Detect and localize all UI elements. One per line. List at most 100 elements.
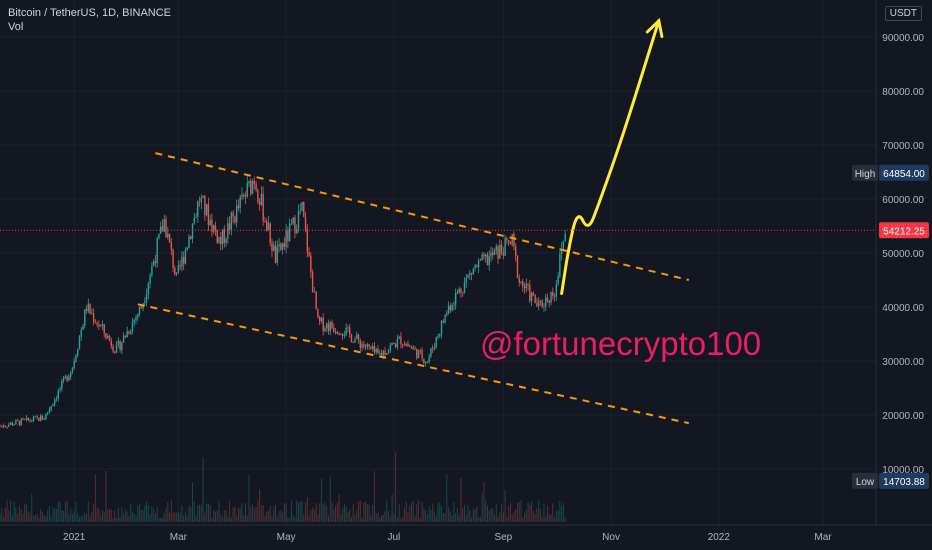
low-tag-value-box [879, 472, 929, 489]
candle-body [484, 254, 487, 257]
volume-bar [396, 517, 398, 522]
candle-body [64, 376, 67, 378]
candle-body [463, 282, 466, 294]
volume-bar [306, 496, 308, 522]
candle-body [285, 230, 287, 247]
volume-bar [56, 509, 58, 522]
volume-bar [509, 503, 511, 522]
volume-bar [184, 511, 186, 522]
volume-bar [555, 511, 557, 522]
candle-body [283, 243, 286, 247]
candlestick-series [0, 175, 566, 429]
time-axis[interactable]: 92021MarMayJulSepNov2022Mar [0, 524, 932, 543]
low-tag-label-box [852, 472, 878, 489]
volume-bar [276, 516, 278, 522]
candle-body [115, 344, 118, 353]
volume-bar [561, 505, 563, 522]
volume-bar [36, 513, 38, 522]
volume-bar [419, 517, 421, 522]
volume-bar [202, 457, 204, 522]
candle-body [138, 306, 141, 315]
candle-body [114, 351, 116, 353]
candle-body [85, 309, 88, 312]
volume-bar [361, 517, 363, 522]
candle-body [209, 219, 211, 226]
volume-bar [31, 493, 33, 522]
volume-bar [289, 517, 291, 522]
candle-body [195, 216, 197, 218]
volume-bar [423, 508, 425, 522]
currency-badge[interactable]: USDT [884, 6, 922, 21]
high-tag-value-box [879, 164, 929, 181]
symbol-title[interactable]: Bitcoin / TetherUS, 1D, BINANCE [8, 7, 172, 19]
candle-body [380, 353, 383, 356]
candle-body [322, 317, 324, 332]
high-tag-value: 64854.00 [883, 169, 925, 180]
volume-bar [343, 504, 345, 522]
candle-body [119, 341, 121, 351]
volume-bar [255, 506, 257, 522]
volume-bar [239, 508, 241, 522]
volume-bar [43, 515, 45, 522]
candle-body [354, 338, 356, 343]
volume-bar [218, 500, 220, 522]
candle-body [223, 229, 225, 244]
candle-body [91, 313, 93, 315]
volume-bar [1, 507, 3, 522]
volume-bar [89, 515, 91, 522]
candle-body [523, 286, 526, 289]
volume-bar [547, 505, 548, 522]
volume-bar [412, 500, 414, 522]
volume-bar [126, 511, 128, 522]
price-tick-label: 10000.00 [882, 465, 924, 476]
volume-bar [511, 514, 513, 522]
volume-bar [174, 512, 176, 522]
candle-body [244, 195, 247, 197]
volume-bar [40, 509, 42, 522]
volume-bar [140, 509, 142, 522]
candle-body [124, 335, 127, 338]
volume-bar [370, 515, 372, 522]
candle-body [361, 344, 363, 348]
candle-body [38, 417, 40, 422]
candle-body [165, 219, 167, 238]
volume-bar [15, 507, 17, 522]
volume-bar [154, 513, 156, 522]
candle-body [98, 324, 100, 327]
volume-bar [142, 510, 144, 522]
candle-body [117, 341, 120, 345]
volume-indicator-label[interactable]: Vol [8, 21, 24, 33]
candle-body [564, 233, 566, 242]
volume-bar [87, 500, 89, 522]
price-axis[interactable]: 90000.00 80000.00 70000.00 60000.00 50000.00… [875, 0, 932, 550]
volume-bar [474, 508, 476, 522]
candle-body [214, 225, 217, 231]
candle-body [126, 331, 128, 338]
price-tick-label: 30000.00 [882, 357, 924, 368]
candle-body [71, 367, 74, 372]
candle-body [449, 305, 452, 311]
candle-body [4, 426, 6, 428]
volume-bar [305, 502, 307, 522]
candle-body [228, 223, 231, 230]
volume-bar [395, 451, 397, 522]
candle-body [488, 256, 490, 266]
volume-bar [522, 517, 524, 522]
candle-body [216, 230, 218, 243]
volume-bar [504, 489, 506, 522]
volume-bar [518, 502, 520, 522]
volume-bar [418, 500, 420, 522]
candle-body [467, 274, 469, 278]
candle-body [469, 272, 471, 275]
volume-bar [0, 513, 1, 522]
candle-body [99, 325, 102, 327]
candle-body [296, 229, 298, 234]
volume-bar [183, 515, 185, 522]
volume-bar [515, 509, 517, 522]
candle-body [472, 268, 475, 274]
candle-body [191, 223, 194, 239]
candle-body [62, 377, 65, 381]
volume-bar [195, 515, 197, 522]
volume-bar [190, 507, 192, 522]
